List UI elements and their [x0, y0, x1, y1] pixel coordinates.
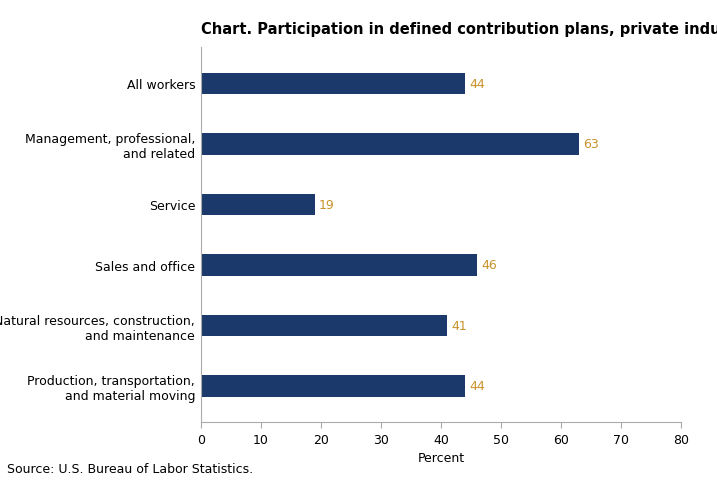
- Text: 63: 63: [583, 138, 599, 151]
- Text: 41: 41: [451, 319, 467, 332]
- Text: 44: 44: [469, 78, 485, 91]
- Text: 44: 44: [469, 380, 485, 393]
- Text: Chart. Participation in defined contribution plans, private industry workers, Ma: Chart. Participation in defined contribu…: [201, 22, 717, 37]
- Bar: [201, 315, 447, 336]
- Bar: [201, 255, 477, 276]
- Text: Source: U.S. Bureau of Labor Statistics.: Source: U.S. Bureau of Labor Statistics.: [7, 462, 253, 475]
- Text: 19: 19: [319, 199, 335, 212]
- Bar: [201, 194, 315, 216]
- Bar: [201, 134, 579, 155]
- Bar: [201, 375, 465, 397]
- Bar: [201, 73, 465, 95]
- X-axis label: Percent: Percent: [417, 451, 465, 464]
- Text: 46: 46: [481, 259, 497, 272]
